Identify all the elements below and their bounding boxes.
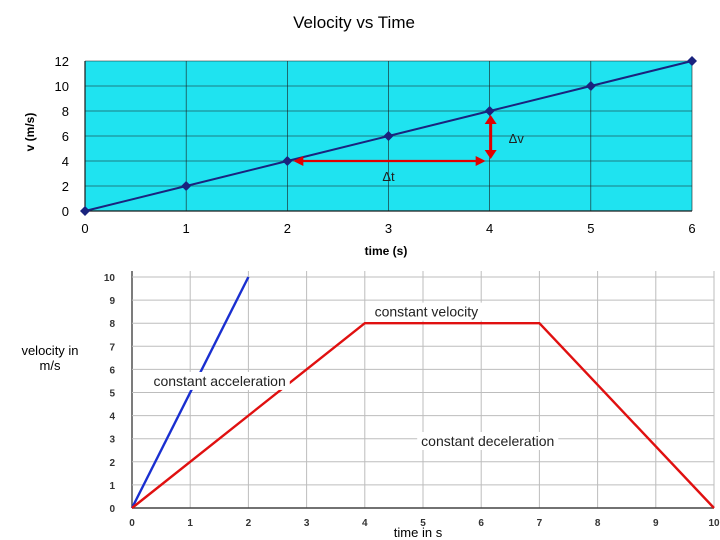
chart1-delta-v-arrowhead-down: [484, 150, 497, 159]
chart2-x-tick-label: 3: [304, 518, 310, 529]
chart2-y-axis-label-line: m/s: [40, 358, 61, 373]
chart2-annotation-bg: [149, 371, 290, 390]
chart2-y-tick-label: 7: [109, 342, 115, 353]
chart2-annotation-constant-velocity: constant velocity: [375, 304, 479, 320]
chart2-y-tick-label: 4: [109, 412, 115, 423]
chart2-y-tick-label: 9: [109, 296, 115, 307]
chart1-x-ticks: 0 1 2 3 4 5 6: [81, 221, 695, 236]
chart2-series-line-velocity-profile: [131, 322, 715, 509]
chart2-x-tick-label: 2: [246, 518, 252, 529]
chart1-delta-t-label: Δt: [382, 169, 395, 184]
chart1-y-tick-label: 10: [55, 79, 69, 94]
chart1-data-point: [282, 156, 293, 166]
chart2-annotation-bg: [370, 302, 483, 321]
chart2-annotation-constant-acceleration: constant acceleration: [153, 373, 285, 389]
chart2-y-tick-label: 2: [109, 458, 115, 469]
chart1-x-tick-label: 0: [81, 221, 88, 236]
chart1-data-point: [181, 181, 192, 191]
chart1-delta-v-arrowhead-up: [484, 115, 497, 124]
chart2-x-tick-label: 7: [537, 518, 543, 529]
chart1-y-tick-label: 12: [55, 54, 69, 69]
chart1-y-tick-label: 4: [62, 154, 69, 169]
chart2-x-tick-label: 9: [653, 518, 659, 529]
chart1-title: Velocity vs Time: [293, 13, 415, 32]
chart2-y-tick-label: 3: [109, 435, 115, 446]
chart2-x-tick-label: 6: [478, 518, 484, 529]
chart1-y-ticks: 0 2 4 6 8 10 12: [55, 54, 69, 219]
chart1-data-point: [687, 56, 697, 66]
chart1-y-tick-label: 6: [62, 129, 69, 144]
chart1-annotations: Δv Δt: [293, 115, 524, 184]
chart1-x-tick-label: 3: [385, 221, 392, 236]
chart1-data-point: [585, 81, 596, 91]
chart2-x-tick-label: 0: [129, 518, 135, 529]
chart1-y-tick-label: 8: [62, 104, 69, 119]
chart2-y-tick-label: 0: [109, 504, 115, 515]
chart2-y-tick-label: 5: [109, 389, 115, 400]
chart2-series-line-constant-acceleration: [130, 276, 250, 509]
chart1-y-axis-label: v (m/s): [23, 113, 37, 152]
chart2-annotation-constant-deceleration: constant deceleration: [421, 433, 554, 449]
chart1-data-point: [484, 106, 495, 116]
chart1-y-tick-label: 2: [62, 179, 69, 194]
chart1-x-tick-label: 1: [183, 221, 190, 236]
chart1-y-tick-label: 0: [62, 204, 69, 219]
chart1-delta-t-arrowhead-right: [475, 156, 486, 166]
chart1-delta-v-label: Δv: [509, 131, 525, 146]
chart1-x-tick-label: 6: [688, 221, 695, 236]
chart2-annotations: constant acceleration constant velocity co…: [149, 302, 559, 451]
chart2-x-tick-label: 5: [420, 518, 426, 529]
chart2-y-tick-label: 8: [109, 319, 115, 330]
chart2-y-tick-label: 1: [109, 481, 115, 492]
chart2-annotation-bg: [417, 432, 559, 451]
chart2-y-tick-label: 10: [104, 273, 116, 284]
chart2-x-tick-label: 10: [708, 518, 720, 529]
chart2-y-ticks: 0 1 2 3 4 5 6 7 8 9 10: [104, 273, 116, 515]
chart2-x-tick-label: 8: [595, 518, 601, 529]
chart2-series: [130, 276, 715, 509]
chart1-data-point: [80, 206, 90, 216]
chart2-y-tick-label: 6: [109, 365, 115, 376]
chart1-x-axis-label: time (s): [365, 244, 408, 258]
chart1-x-tick-label: 2: [284, 221, 291, 236]
chart2-x-ticks: 0 1 2 3 4 5 6 7 8 9 10: [129, 518, 720, 529]
chart2-y-axis-label: velocity in m/s: [21, 343, 78, 373]
chart2-y-axis-label-line: velocity in: [21, 343, 78, 358]
chart2-x-tick-label: 1: [187, 518, 193, 529]
chart2-x-axis-label: time in s: [394, 525, 443, 540]
chart1-delta-t-arrowhead-left: [293, 156, 304, 166]
chart2-x-tick-label: 4: [362, 518, 368, 529]
chart1-x-tick-label: 5: [587, 221, 594, 236]
chart1-x-tick-label: 4: [486, 221, 493, 236]
chart1-series: [80, 56, 697, 216]
chart-velocity-profile: 0 1 2 3 4 5 6 7 8 9 10 0 1 2 3 4 5 6 7 8 9 10 velocity in m/s…: [21, 271, 720, 540]
chart1-data-point: [383, 131, 394, 141]
chart2-grid: [131, 271, 715, 509]
